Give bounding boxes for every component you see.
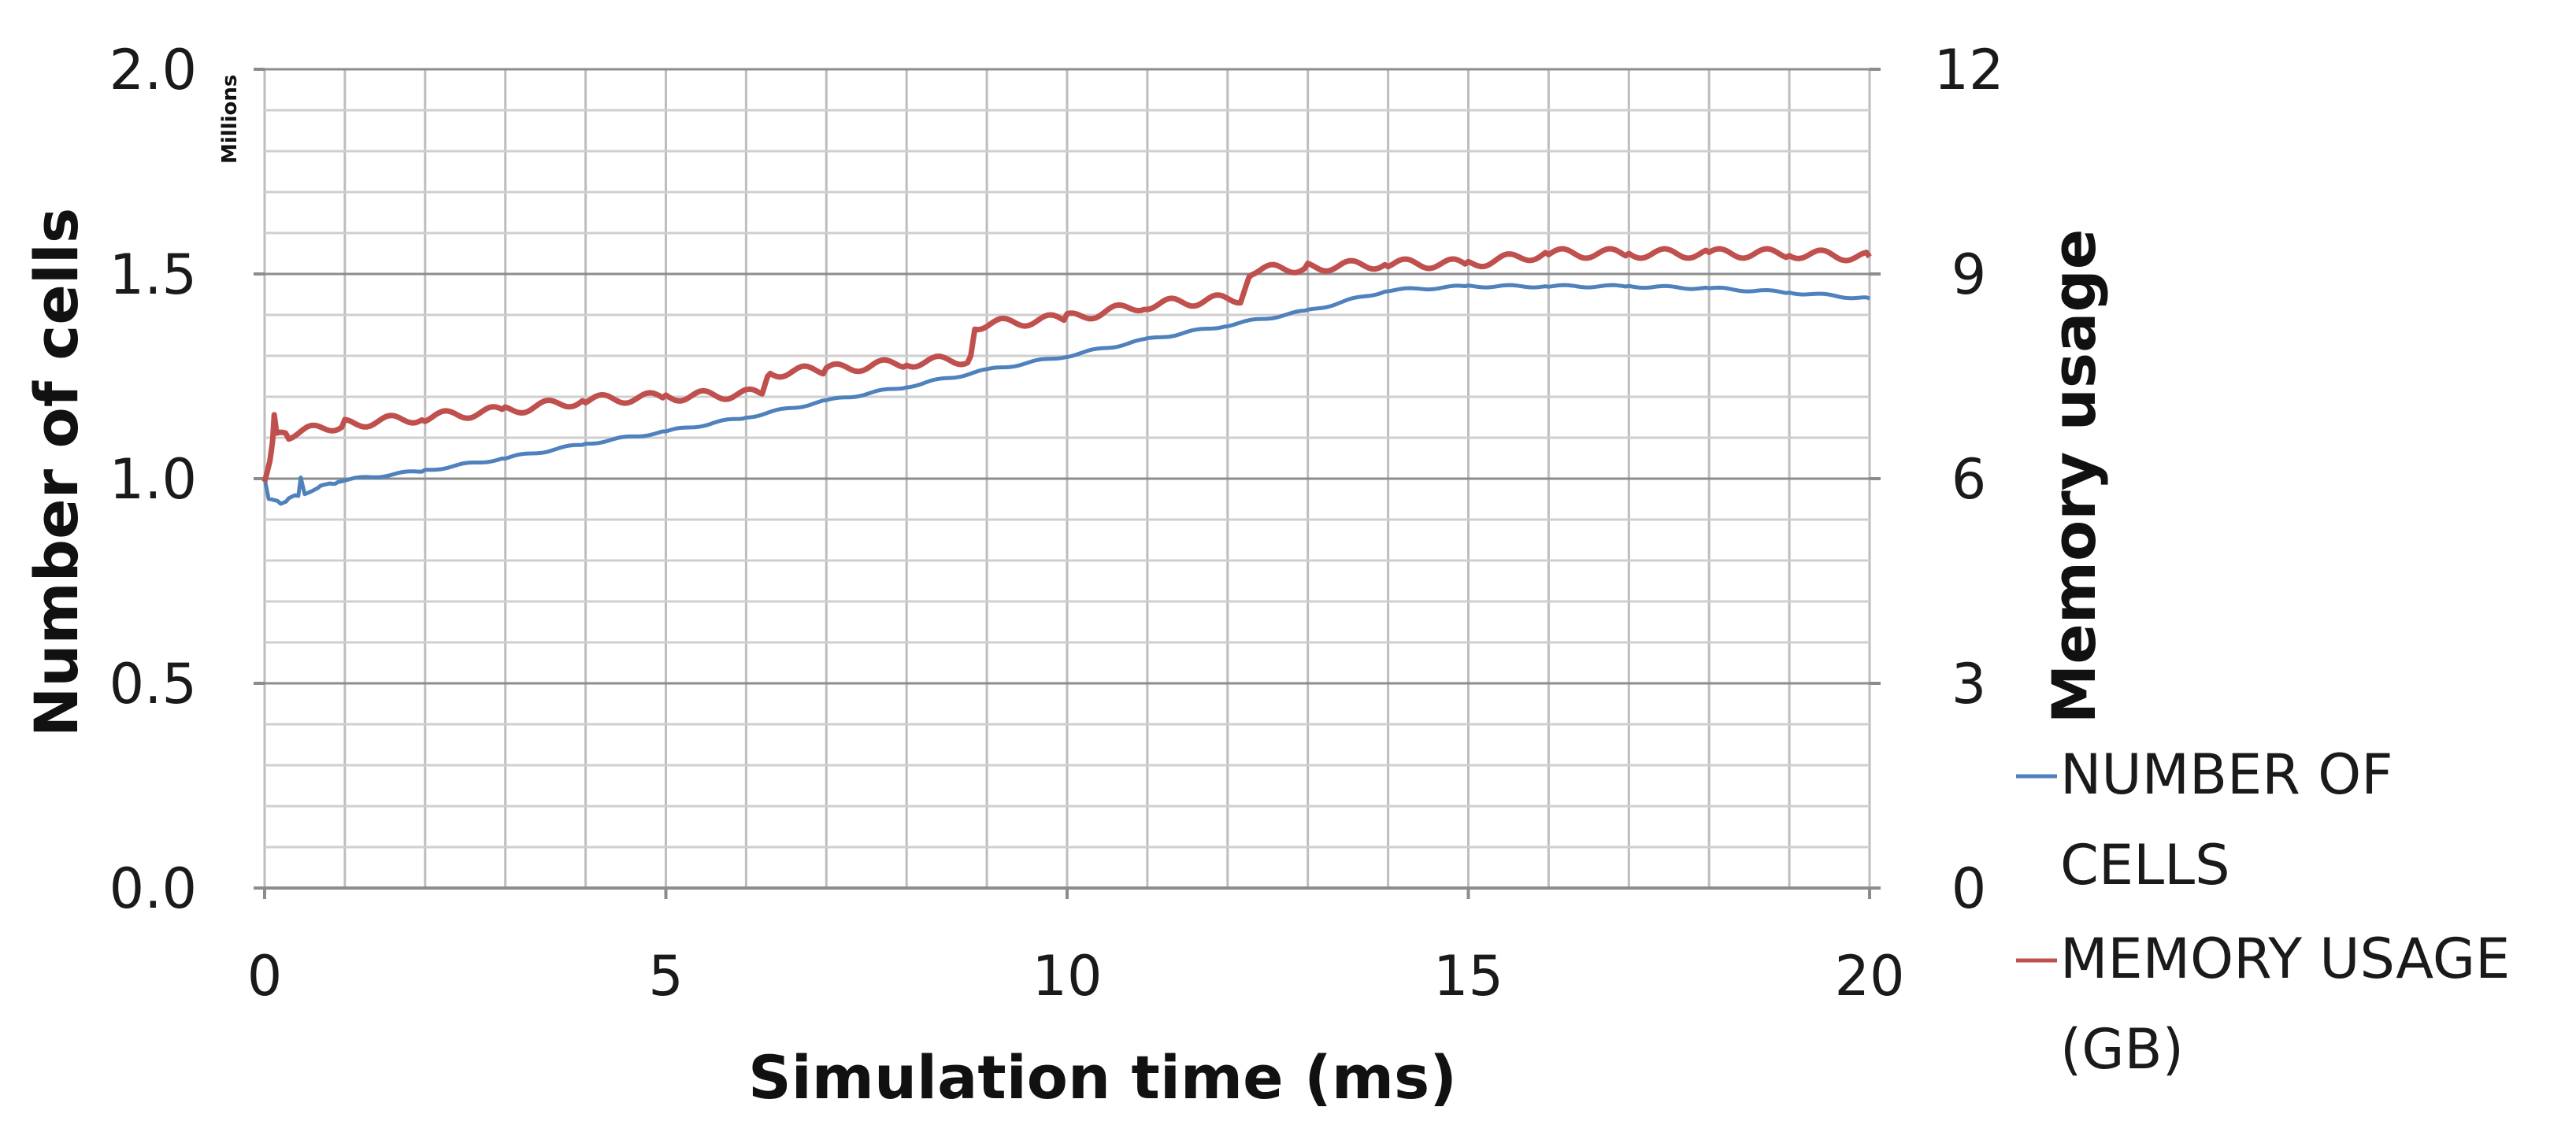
legend-label: MEMORY USAGE <box>2060 927 2510 991</box>
x-axis-title: Simulation time (ms) <box>748 1042 1457 1112</box>
x-tick-label: 5 <box>648 944 684 1008</box>
y-tick-label: 1.0 <box>109 447 197 512</box>
y-axis-unit-label: Millions <box>218 75 242 164</box>
legend-label: (GB) <box>2060 1017 2184 1082</box>
legend-label: NUMBER OF <box>2060 742 2393 807</box>
y2-tick-label: 9 <box>1951 242 1987 307</box>
grid <box>254 68 1881 899</box>
x-tick-label: 10 <box>1032 944 1102 1008</box>
y-axis-title: Number of cells <box>21 208 91 737</box>
y-tick-label: 0.0 <box>109 857 197 921</box>
series-line-memory-usage <box>261 246 1872 483</box>
x-tick-label: 15 <box>1433 944 1503 1008</box>
legend-label: CELLS <box>2060 833 2230 897</box>
y2-tick-label: 3 <box>1951 652 1987 716</box>
legend: NUMBER OF CELLS MEMORY USAGE (GB) <box>2016 742 2510 1082</box>
y2-tick-label: 12 <box>1933 38 2003 102</box>
y-axis-ticks: 0.0 0.5 1.0 1.5 2.0 <box>109 38 197 921</box>
y-tick-label: 0.5 <box>109 652 197 716</box>
x-tick-label: 0 <box>247 944 283 1008</box>
x-axis-ticks: 0 5 10 15 20 <box>247 944 1905 1008</box>
y2-tick-label: 0 <box>1951 857 1987 921</box>
series-line-number-of-cells <box>262 283 1870 506</box>
series-lines <box>261 246 1872 506</box>
y2-axis-ticks: 0 3 6 9 12 <box>1933 38 2003 921</box>
y-tick-label: 2.0 <box>109 38 197 102</box>
y2-axis-title: Memory usage <box>2039 229 2109 724</box>
y2-tick-label: 6 <box>1951 447 1987 512</box>
x-tick-label: 20 <box>1834 944 1904 1008</box>
y-tick-label: 1.5 <box>109 242 197 307</box>
